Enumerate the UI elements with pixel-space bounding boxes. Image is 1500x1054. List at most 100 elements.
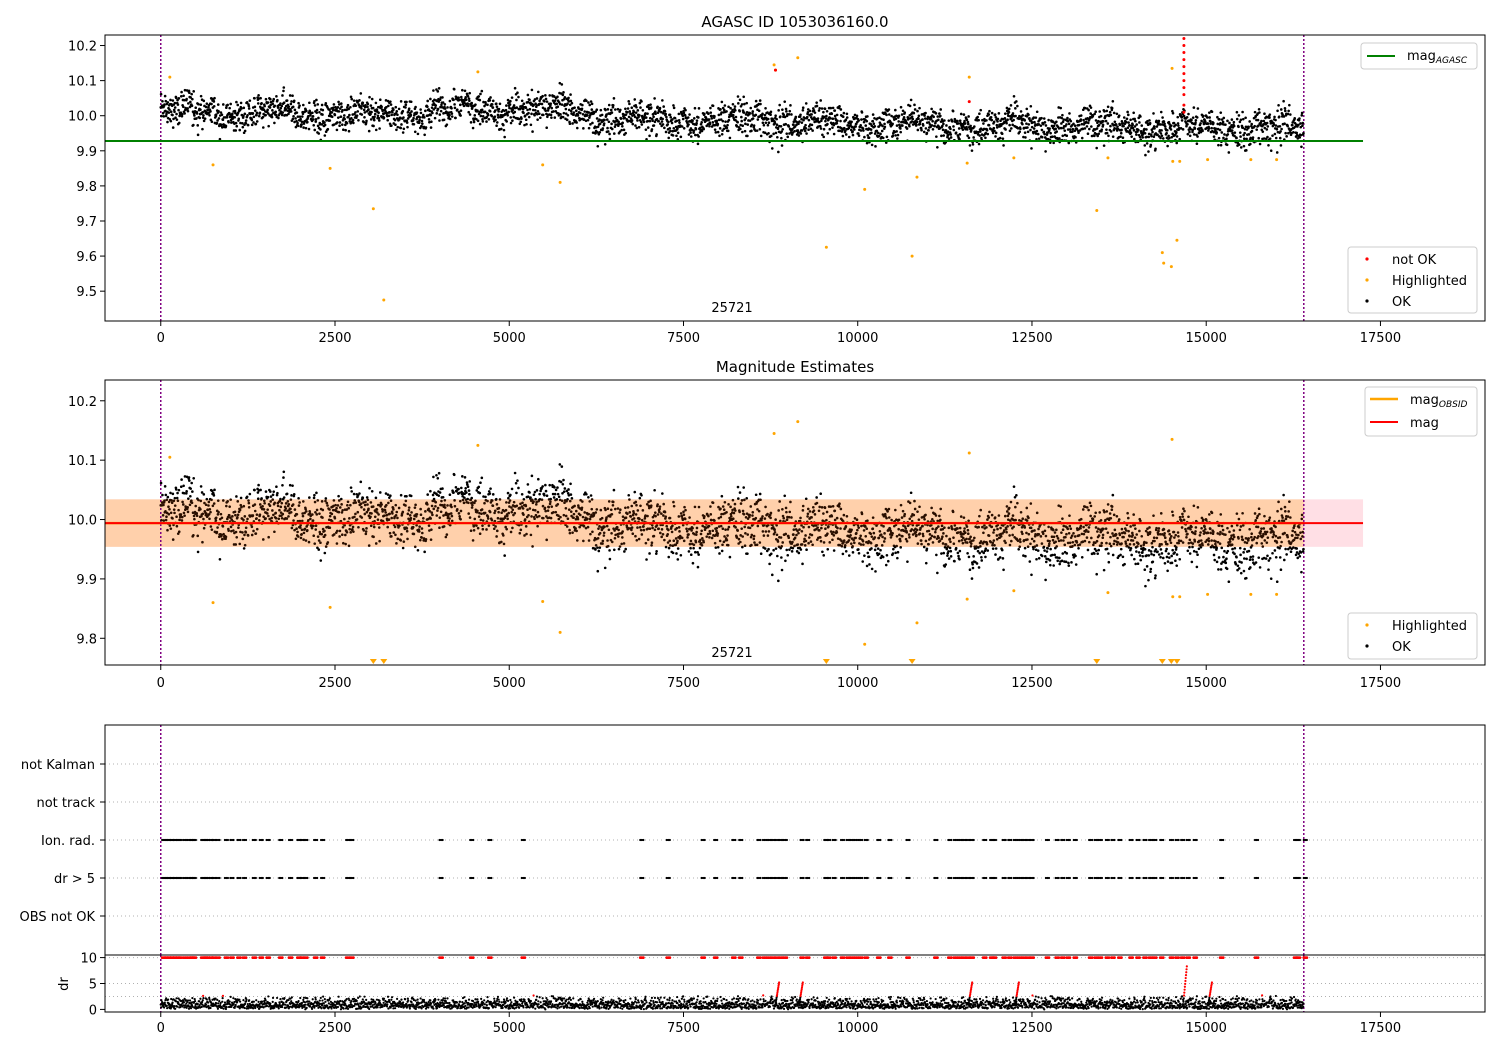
ok-point [567,114,570,117]
ok-point [181,519,184,522]
ok-point [189,487,192,490]
ok-point [753,124,756,127]
ok-point [511,96,514,99]
ok-point [857,132,860,135]
ok-point [772,133,775,136]
ok-point [763,124,766,127]
ok-point [555,498,558,501]
ok-point [973,125,976,128]
ok-point [643,121,646,124]
ok-point [1239,131,1242,134]
ok-point [299,115,302,118]
ok-point [957,122,960,125]
ok-point [321,500,324,503]
ok-point [743,103,746,106]
ok-point [170,120,173,123]
ok-point [205,503,208,506]
ok-point [595,544,598,547]
ok-point [470,497,473,500]
ok-point [417,549,420,552]
ok-point [832,107,835,110]
ok-point [172,538,175,541]
ok-point [329,119,332,122]
ok-point [572,516,575,519]
ok-point [579,514,582,517]
ok-point [281,94,284,97]
ok-point [347,104,350,107]
ok-point [1194,127,1197,130]
ok-point [829,107,832,110]
ok-point [492,100,495,103]
ok-point [225,536,228,539]
ok-point [464,96,467,99]
ok-point [550,116,553,119]
ok-point [258,519,261,522]
ok-point [1132,127,1135,130]
ok-point [629,515,632,518]
ok-point [371,98,374,101]
ok-point [267,496,270,499]
ok-point [334,504,337,507]
ok-point [227,529,230,532]
ok-point [1300,114,1303,117]
highlighted-point [1170,265,1173,268]
ok-point [598,550,601,553]
ok-point [1139,115,1142,118]
ok-point [587,101,590,104]
ok-point [654,112,657,115]
ok-point [570,510,573,513]
ok-point [656,106,659,109]
ok-point [694,134,697,137]
ok-point [319,559,322,562]
ok-point [1237,126,1240,129]
ok-point [174,106,177,109]
ok-point [1133,129,1136,132]
ok-point [378,540,381,543]
ok-point [324,134,327,137]
ok-point [189,495,192,498]
ok-point [491,519,494,522]
ok-point [537,511,540,514]
ok-point [585,493,588,496]
ok-point [507,512,510,515]
ok-point [659,505,662,508]
ok-point [406,530,409,533]
ok-point [467,95,470,98]
ok-point [801,129,804,132]
ok-point [516,479,519,482]
ok-point [614,508,617,511]
ok-point [603,534,606,537]
ok-point [683,127,686,130]
ok-point [642,509,645,512]
ok-point [1043,117,1046,120]
ok-point [1140,124,1143,127]
ok-point [621,125,624,128]
ok-point [281,111,284,114]
ok-point [384,509,387,512]
ok-point [471,506,474,509]
ok-point [311,513,314,516]
ok-point [468,92,471,95]
ok-point [390,517,393,520]
ok-point [434,505,437,508]
ok-point [463,496,466,499]
ok-point [783,100,786,103]
ok-point [1212,122,1215,125]
ok-point [509,499,512,502]
highlighted-point [372,207,375,210]
ok-point [1280,128,1283,131]
ok-point [623,550,626,553]
ok-point [276,492,279,495]
ok-point [702,128,705,131]
ok-point [514,472,517,475]
ok-point [1236,118,1239,121]
ok-point [228,505,231,508]
ok-point [509,100,512,103]
ok-point [674,117,677,120]
highlighted-point [1106,156,1109,159]
ok-point [242,505,245,508]
ok-point [1047,119,1050,122]
ok-point [473,529,476,532]
highlighted-point [773,63,776,66]
ok-point [428,118,431,121]
